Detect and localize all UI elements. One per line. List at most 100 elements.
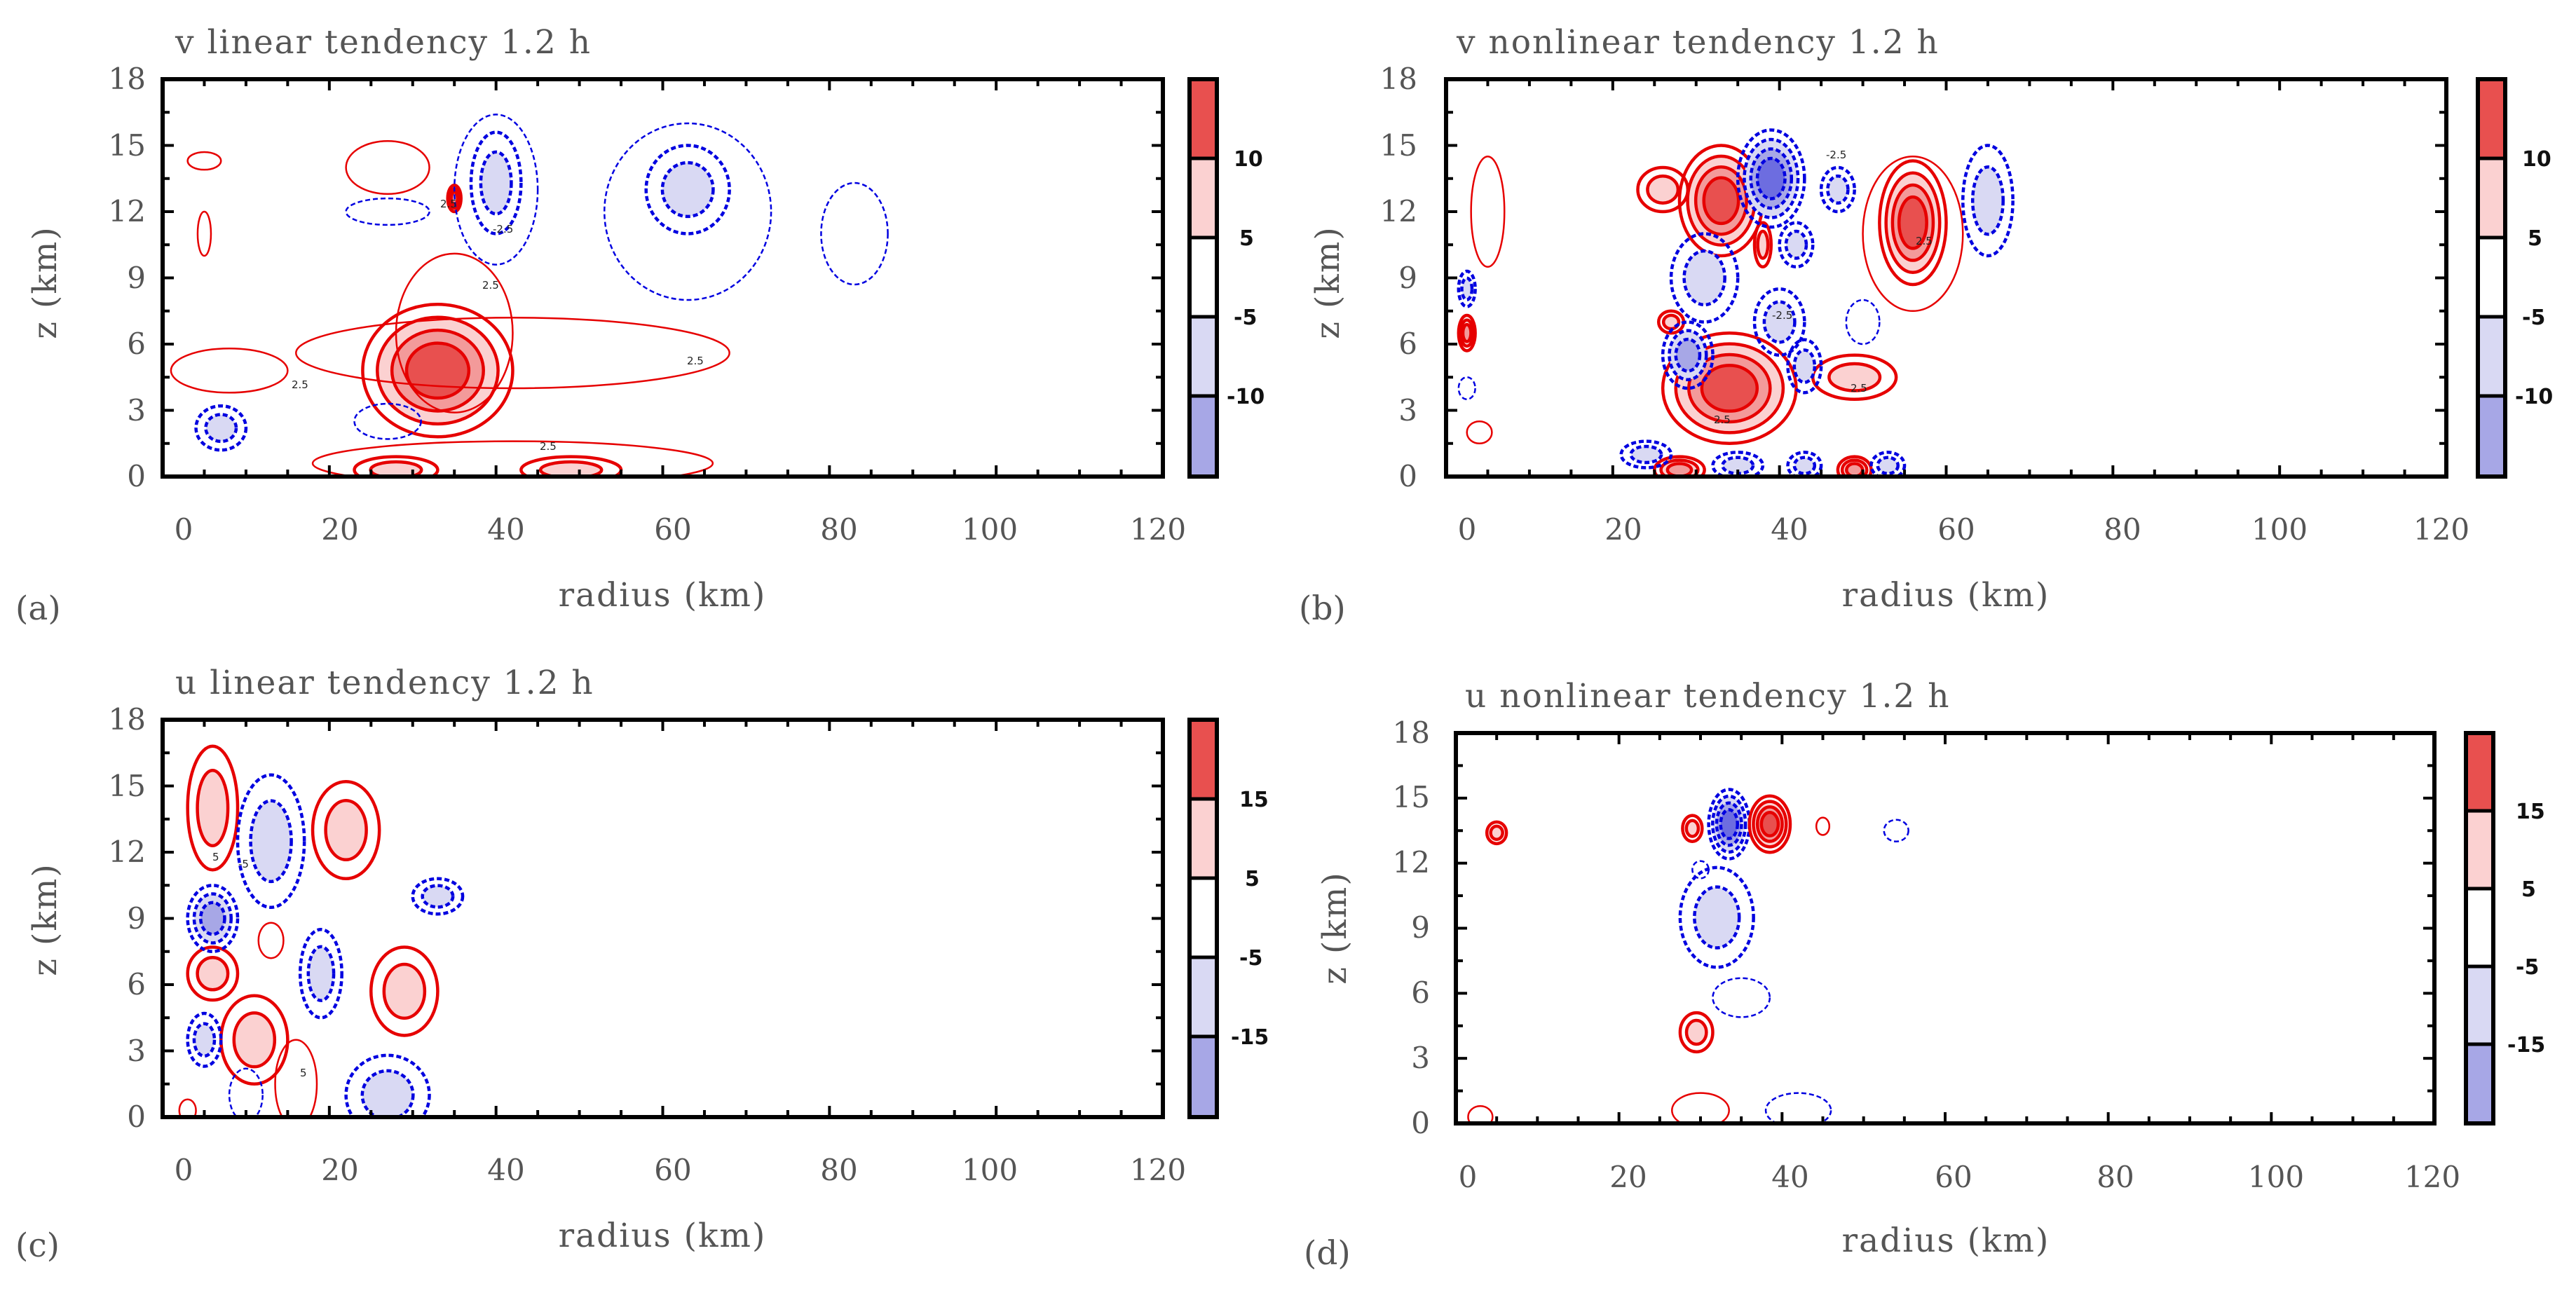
panel-c-positive-feature-5 (219, 994, 289, 1086)
panel-c-tick-marks (161, 718, 1164, 1118)
panel-b-contour-line (1711, 451, 1765, 477)
panel-a-contour-line (469, 130, 523, 235)
panel-a-contour-label-3: 2.5 (292, 378, 308, 391)
panel-c-xtick-40: 40 (487, 1153, 524, 1187)
panel-b-contour-line (1862, 156, 1964, 312)
panel-b-contour-line (1457, 269, 1477, 308)
panel-d-contour-line (1883, 819, 1909, 842)
panel-a-ytick-9: 9 (127, 261, 146, 295)
panel-d-contour-line (1681, 814, 1704, 843)
panel-b-contour-line (1636, 165, 1690, 214)
panel-a-contour-label-6: 2.5 (440, 198, 457, 210)
panel-a-negative-feature-15 (604, 122, 772, 301)
panel-d-contour-line (1764, 1092, 1832, 1123)
panel-b-title: v nonlinear tendency 1.2 h (1456, 23, 1940, 62)
panel-b-ytick-15: 15 (1380, 128, 1417, 163)
panel-c-colorbar-dividers (1190, 797, 1217, 1039)
panel-c-positive-feature-7 (274, 1039, 318, 1117)
panel-a-contour-label-5: -2.5 (493, 223, 513, 235)
panel-d-positive-feature-3 (1681, 814, 1704, 843)
panel-c-contour-line (257, 922, 285, 959)
panel-b-xtick-60: 60 (1937, 512, 1975, 547)
panel-d-title: u nonlinear tendency 1.2 h (1465, 677, 1951, 716)
panel-b-xtick-20: 20 (1604, 512, 1642, 547)
panel-c-contour-line (232, 1011, 277, 1069)
panel-a-colorbar-frame (1187, 77, 1219, 479)
panel-a-ytick-12: 12 (109, 194, 146, 228)
panel-c-contour-line (324, 798, 368, 862)
panel-a-negative-feature-16 (820, 182, 889, 286)
panel-b-contour-line (1869, 451, 1907, 477)
panel-a-xtick-0: 0 (175, 512, 193, 547)
panel-a-colorbar-seg-red-strong (1190, 79, 1217, 158)
panel-d-ytick-9: 9 (1411, 910, 1430, 945)
panel-d-contour-line (1485, 820, 1508, 846)
panel-b-positive-feature-4 (1862, 156, 1964, 312)
panel-a-colorbar-seg-blue-mid (1190, 396, 1217, 477)
panel-c-contours (178, 744, 465, 1117)
panel-c-positive-feature-1 (186, 744, 240, 872)
panel-a-contour-line (186, 151, 222, 171)
panel-d-contour-line (1489, 824, 1504, 842)
panel-d-ytick-12: 12 (1393, 845, 1430, 880)
panel-c-contour-line (382, 962, 427, 1020)
panel-b-contour-line (1661, 320, 1715, 390)
panel-a-positive-feature-2 (295, 316, 730, 390)
panel-b-tick-marks (1445, 78, 2448, 478)
panel-d-tick-marks (1454, 732, 2436, 1125)
panel-b-xlabel: radius (km) (1842, 576, 2050, 615)
panel-d-label: (d) (1304, 1234, 1351, 1273)
panel-b-ytick-6: 6 (1398, 327, 1417, 361)
panel-d-negative-feature-11 (1764, 1092, 1832, 1123)
panel-b-contour-line (1897, 195, 1928, 250)
panel-a-contour-line (353, 402, 422, 440)
panel-c-contour-line (192, 1022, 217, 1058)
panel-b-contour-line (1876, 456, 1900, 476)
panel-b-contour-line (1457, 376, 1476, 400)
panel-b-xtick-80: 80 (2104, 512, 2141, 547)
panel-c-colorbar-seg-red-strong (1190, 720, 1217, 799)
panel-b-colorbar-label-4: -10 (2515, 385, 2553, 409)
panel-a-contour-line (204, 413, 238, 444)
panel-a-ytick-18: 18 (109, 62, 146, 96)
panel-c-contour-line (186, 1011, 223, 1068)
panel-b-contour-line (1845, 462, 1865, 477)
panel-b-contour-label-4: -2.5 (1772, 309, 1792, 322)
panel-b-contour-line (1457, 313, 1477, 353)
panel-b-colorbar-seg-white (2478, 238, 2505, 317)
panel-b-negative-feature-16 (1669, 232, 1740, 324)
panel-b-contour-line (1674, 337, 1702, 373)
panel-c-colorbar-seg-red-light (1190, 799, 1217, 878)
panel-d-xlabel: radius (km) (1842, 1222, 2050, 1260)
panel-b-contour-line (1702, 176, 1740, 226)
panel-d-ytick-6: 6 (1411, 976, 1430, 1010)
panel-b-positive-feature-12 (1836, 455, 1873, 477)
panel-d-contour-line (1678, 1011, 1715, 1054)
panel-c-colorbar: 15 5 -5 -15 (1187, 718, 1269, 1119)
panel-b-contour-line (1752, 221, 1773, 268)
panel-c-contour-line (274, 1039, 318, 1117)
panel-b-contour-label-2: -2.5 (1826, 149, 1846, 161)
panel-b-contours (1457, 128, 2015, 477)
panel-d-contour-line (1759, 811, 1780, 837)
panel-b-contour-label-5: 2.5 (1851, 382, 1867, 395)
panel-d-colorbar-seg-red-light (2466, 811, 2493, 889)
panel-a-contour-line (644, 144, 731, 235)
panel-b-positive-feature-9 (1466, 420, 1493, 444)
panel-b-colorbar-seg-red-light (2478, 158, 2505, 238)
panel-d-colorbar-label-1: 15 (2516, 800, 2545, 824)
panel-b-positive-feature-5 (1470, 156, 1506, 268)
panel-a-xtick-80: 80 (820, 512, 857, 547)
panel-c-negative-feature-14 (344, 1053, 431, 1117)
panel-c-contour-line (178, 1098, 197, 1117)
panel-b-contour-line (1661, 331, 1798, 445)
panel-d-positive-feature-4 (1485, 820, 1508, 846)
panel-a-negative-feature-12 (469, 130, 523, 235)
panel-b-colorbar-seg-blue-light (2478, 317, 2505, 396)
panel-b-negative-feature-27 (1786, 451, 1823, 477)
panel-d-ytick-18: 18 (1393, 716, 1430, 750)
panel-b-contour-line (1845, 299, 1881, 345)
panel-a-negative-feature-13 (453, 114, 539, 266)
panel-b-negative-feature-20 (1845, 299, 1881, 345)
panel-c-negative-feature-11 (298, 928, 343, 1020)
